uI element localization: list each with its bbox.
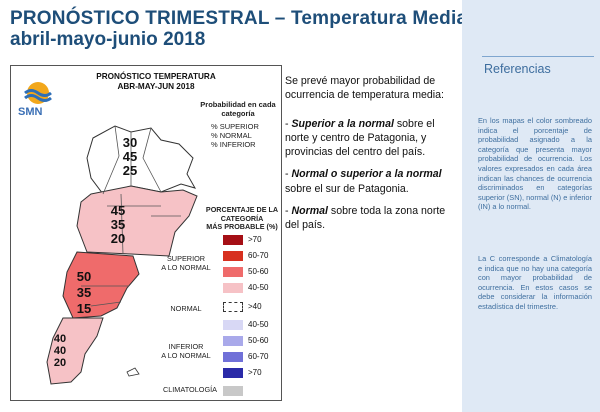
item-normal-bold: Normal: [291, 205, 328, 218]
forecast-map: SMN PRONÓSTICO TEMPERATURA ABR-MAY-JUN 2…: [10, 65, 282, 401]
description-item-normal: - Normal sobre toda la zona norte del pa…: [285, 205, 446, 232]
legend-swatch: [223, 283, 243, 293]
legend-label: 60-70: [248, 251, 269, 260]
page-title: PRONÓSTICO TRIMESTRAL – Temperatura Medi…: [10, 8, 468, 29]
region-norte: [86, 125, 197, 195]
legend-label: 40-50: [248, 320, 269, 329]
legend-label: >70: [248, 235, 262, 244]
map-title: PRONÓSTICO TEMPERATURA ABR-MAY-JUN 2018: [71, 72, 241, 92]
legend-swatch: [223, 235, 243, 245]
forecast-description: Se prevé mayor probabilidad de ocurrenci…: [285, 74, 455, 241]
logo-text: SMN: [18, 106, 43, 118]
references-title: Referencias: [484, 62, 551, 76]
group-inferior-line1: INFERIOR: [168, 342, 204, 351]
probability-header: Probabilidad en cada categoría: [197, 100, 279, 118]
legend-label: 60-70: [248, 352, 269, 361]
prob-normal: % NORMAL: [211, 131, 252, 140]
item-superior-bold: Superior a la normal: [291, 117, 394, 130]
region-patagonia-norte-normal: 35: [76, 285, 92, 300]
group-superior-line2: A LO NORMAL: [161, 263, 211, 272]
probability-key: % SUPERIOR % NORMAL % INFERIOR: [211, 122, 259, 149]
region-centro-superior: 45: [110, 203, 126, 218]
legend-header: PORCENTAJE DE LA CATEGORÍA MÁS PROBABLE …: [205, 205, 279, 232]
legend-group-climatologia: CLIMATOLOGÍA: [162, 385, 218, 394]
region-patagonia-norte-superior: 50: [76, 269, 92, 284]
legend-header-line1: PORCENTAJE DE LA CATEGORÍA: [205, 205, 279, 223]
islands: [126, 367, 140, 377]
argentina-map: [46, 125, 198, 385]
group-inferior-line2: A LO NORMAL: [161, 351, 211, 360]
region-centro: [76, 185, 198, 257]
references-panel: Referencias En los mapas el color sombre…: [462, 0, 600, 412]
legend-label: 50-60: [248, 267, 269, 276]
page-subtitle: abril-mayo-junio 2018: [10, 29, 206, 50]
legend-group-superior: SUPERIOR A LO NORMAL: [151, 254, 221, 272]
legend-label: 50-60: [248, 336, 269, 345]
references-paragraph-1: En los mapas el color sombreado indica e…: [478, 116, 592, 212]
description-lead: Se prevé mayor probabilidad de ocurrenci…: [285, 75, 444, 102]
region-patagonia-sur-inferior: 20: [53, 357, 67, 369]
references-divider: [482, 56, 594, 57]
region-patagonia-sur-normal: 40: [53, 345, 67, 357]
legend-swatch: [223, 302, 243, 312]
region-norte-inferior: 25: [122, 163, 138, 178]
legend-label: >70: [248, 368, 262, 377]
region-patagonia-sur-superior: 40: [53, 333, 67, 345]
legend-swatch: [223, 320, 243, 330]
region-patagonia-norte-inferior: 15: [76, 301, 92, 316]
legend-swatch: [223, 352, 243, 362]
region-centro-inferior: 20: [110, 231, 126, 246]
region-centro-normal: 35: [110, 217, 126, 232]
description-item-superior: - Superior a la normal sobre el norte y …: [285, 117, 435, 159]
map-title-line2: ABR-MAY-JUN 2018: [117, 82, 195, 91]
prob-inferior: % INFERIOR: [211, 140, 256, 149]
description-item-normal-superior: - Normal o superior a la normal sobre el…: [285, 168, 442, 195]
item-normal-superior-bold: Normal o superior a la normal: [291, 168, 442, 181]
legend-header-line2: MÁS PROBABLE (%): [206, 222, 278, 231]
region-norte-normal: 45: [122, 149, 138, 164]
region-patagonia-norte: [62, 251, 140, 319]
legend-group-inferior: INFERIOR A LO NORMAL: [151, 342, 221, 360]
references-paragraph-2: La C corresponde a Climatología e indica…: [478, 254, 592, 311]
prob-header-line2: categoría: [221, 109, 255, 118]
province-borders: [81, 125, 181, 307]
legend-swatch: [223, 386, 243, 396]
legend-group-normal: NORMAL: [170, 304, 202, 313]
map-title-line1: PRONÓSTICO TEMPERATURA: [96, 72, 216, 81]
item-superior-text: sobre el norte y centro de Patagonia, y …: [285, 117, 435, 159]
smn-logo-icon: [24, 82, 52, 104]
item-normal-text: sobre toda la zona norte del país.: [285, 205, 446, 232]
group-superior-line1: SUPERIOR: [166, 254, 206, 263]
region-norte-superior: 30: [122, 135, 138, 150]
header: PRONÓSTICO TRIMESTRAL – Temperatura Medi…: [10, 8, 468, 50]
item-normal-superior-text: sobre el sur de Patagonia.: [285, 182, 409, 195]
region-patagonia-sur: [46, 317, 104, 385]
legend-label: 40-50: [248, 283, 269, 292]
legend-swatch: [223, 336, 243, 346]
legend-swatch: [223, 368, 243, 378]
prob-header-line1: Probabilidad en cada: [200, 100, 276, 109]
legend-swatch: [223, 251, 243, 261]
legend-swatch: [223, 267, 243, 277]
legend-label: >40: [248, 302, 262, 311]
prob-superior: % SUPERIOR: [211, 122, 259, 131]
